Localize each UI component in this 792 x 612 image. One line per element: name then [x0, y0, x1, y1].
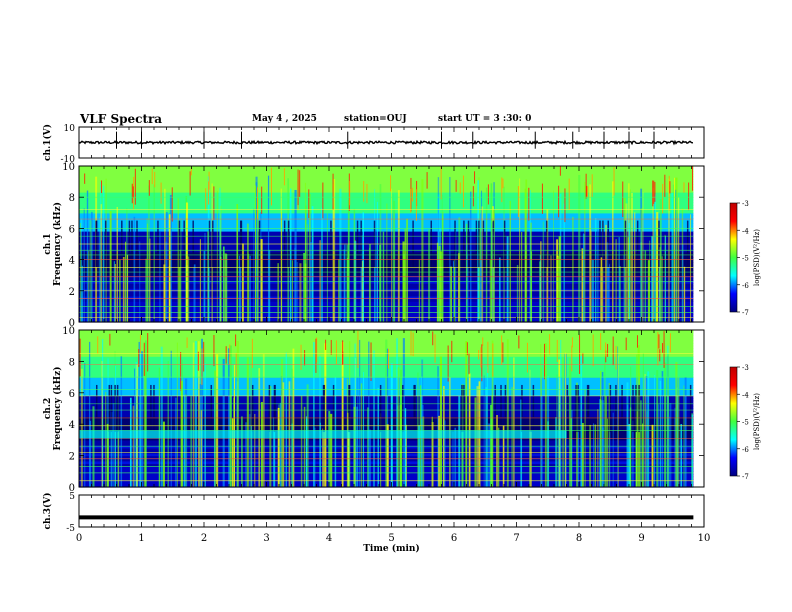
x-tick-label: 0 — [76, 533, 82, 544]
ch1-ytick-label: 4 — [69, 256, 75, 267]
ch1-ytick-label: 8 — [69, 193, 75, 204]
x-tick-label: 4 — [326, 533, 332, 544]
x-tick-label: 6 — [451, 533, 457, 544]
ch2-ytick-label: 0 — [69, 483, 75, 494]
ch2-spectrogram-image — [79, 330, 694, 488]
date-label: May 4 , 2025 — [252, 114, 317, 124]
ch2-ylabel-frequency: Frequency (kHz) — [52, 366, 63, 450]
ch2-colorbar — [729, 366, 738, 477]
ch3-ytick-label: 5 — [69, 492, 75, 502]
x-tick-label: 3 — [263, 533, 269, 544]
ch2-colorbar-label: log(PSD)(V²/Hz) — [753, 393, 761, 450]
ch1-ylabel-frequency: Frequency (kHz) — [52, 202, 63, 286]
x-tick-label: 2 — [201, 533, 207, 544]
ch2-colorbar-tick-label: -6 — [742, 446, 749, 454]
ch2-ytick-label: 10 — [62, 326, 75, 337]
x-tick-label: 9 — [638, 533, 644, 544]
ch1-ytick-label: 10 — [64, 124, 76, 134]
ch2-colorbar-tick-label: -7 — [742, 473, 749, 481]
x-tick-label: 8 — [576, 533, 582, 544]
ch1-colorbar-tick-label: -4 — [742, 227, 749, 235]
ch2-ytick-label: 4 — [69, 420, 75, 431]
x-tick-label: 10 — [698, 533, 711, 544]
ch2-ytick-label: 8 — [69, 357, 75, 368]
ch1-ytick-label: 6 — [69, 224, 75, 235]
ch3-ylabel: ch.3(V) — [42, 493, 53, 530]
ch1-colorbar — [729, 202, 738, 313]
ch2-ylabel-channel: ch.2 — [43, 398, 53, 419]
x-tick-label: 1 — [138, 533, 144, 544]
ch1-trace — [78, 139, 694, 146]
ch1-ytick-label: 0 — [69, 318, 75, 329]
ch2-ytick-label: 2 — [69, 452, 75, 463]
ch3-ytick-label: -5 — [66, 524, 75, 534]
start-time-label: start UT = 3 :30: 0 — [438, 114, 532, 124]
ch2-colorbar-tick-label: -5 — [742, 419, 749, 427]
ch1-colorbar-label: log(PSD)(V²/Hz) — [753, 229, 761, 286]
ch1-colorbar-tick-label: -3 — [742, 200, 749, 208]
chart-title: VLF Spectra — [80, 112, 163, 126]
ch1-colorbar-tick-label: -7 — [742, 309, 749, 317]
ch1-colorbar-tick-label: -5 — [742, 255, 749, 263]
x-tick-label: 5 — [388, 533, 394, 544]
ch1-ylabel-channel: ch.1 — [43, 233, 53, 254]
ch2-cyan-band — [79, 430, 567, 439]
ch1-colorbar-tick-label: -6 — [742, 282, 749, 290]
x-axis-label: Time (min) — [363, 543, 420, 554]
ch1-ytick-label: 2 — [69, 287, 75, 298]
ch2-colorbar-tick-label: -4 — [742, 391, 749, 399]
ch1-spectrogram-image — [79, 166, 694, 323]
x-tick-label: 7 — [513, 533, 519, 544]
station-label: station=OUJ — [344, 114, 407, 124]
ch1-ytick-label: 10 — [62, 162, 75, 173]
ch1-ylabel: ch.1(V) — [42, 124, 53, 161]
ch1-ytick-label: -10 — [61, 155, 76, 165]
ch2-colorbar-tick-label: -3 — [742, 364, 749, 372]
ch2-ytick-label: 6 — [69, 389, 75, 400]
